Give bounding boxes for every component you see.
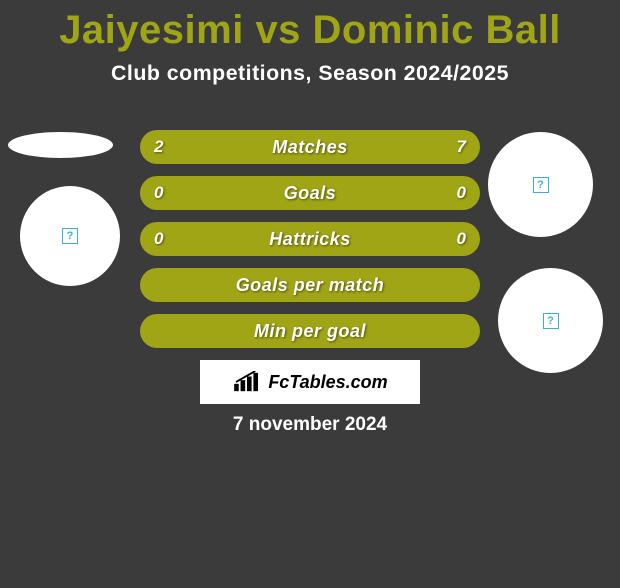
- stat-right-value: 0: [457, 183, 466, 203]
- stat-left-value: 0: [154, 183, 163, 203]
- stat-row-goals-per-match: Goals per match: [140, 268, 480, 302]
- stat-row-min-per-goal: Min per goal: [140, 314, 480, 348]
- branding-text: FcTables.com: [268, 372, 387, 393]
- stat-label: Matches: [140, 137, 480, 158]
- stat-right-value: 7: [457, 137, 466, 157]
- stat-label: Hattricks: [140, 229, 480, 250]
- stat-label: Goals per match: [140, 275, 480, 296]
- placeholder-icon: ?: [62, 228, 78, 244]
- stat-row-hattricks: 0 Hattricks 0: [140, 222, 480, 256]
- stats-panel: 2 Matches 7 0 Goals 0 0 Hattricks 0 Goal…: [140, 130, 480, 360]
- stat-right-value: 0: [457, 229, 466, 249]
- chart-icon: [232, 371, 262, 393]
- comparison-title: Jaiyesimi vs Dominic Ball: [0, 8, 620, 53]
- placeholder-icon: ?: [533, 177, 549, 193]
- stat-left-value: 0: [154, 229, 163, 249]
- placeholder-icon: ?: [543, 313, 559, 329]
- player-left-logo-ellipse: [8, 132, 113, 158]
- stat-row-matches: 2 Matches 7: [140, 130, 480, 164]
- comparison-subtitle: Club competitions, Season 2024/2025: [0, 61, 620, 86]
- player-right-avatar: ?: [488, 132, 593, 237]
- player-right-club-avatar: ?: [498, 268, 603, 373]
- branding-badge: FcTables.com: [200, 360, 420, 404]
- stat-label: Min per goal: [140, 321, 480, 342]
- stat-label: Goals: [140, 183, 480, 204]
- stat-left-value: 2: [154, 137, 163, 157]
- snapshot-date: 7 november 2024: [0, 414, 620, 436]
- player-left-avatar: ?: [20, 186, 120, 286]
- stat-row-goals: 0 Goals 0: [140, 176, 480, 210]
